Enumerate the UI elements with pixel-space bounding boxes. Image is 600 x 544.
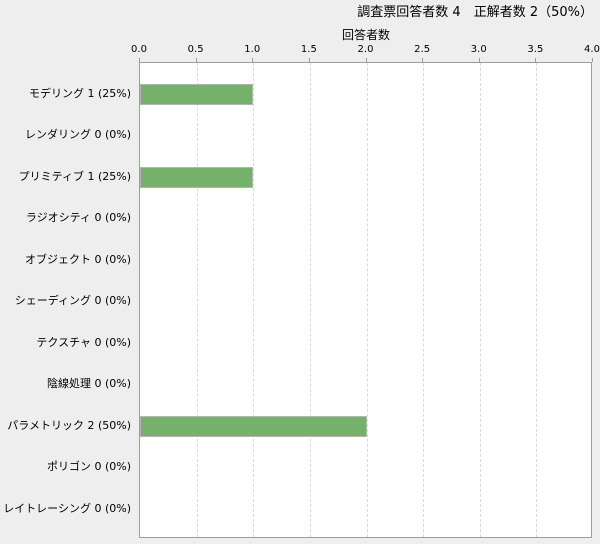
x-axis-tick <box>195 58 197 62</box>
category-label: テクスチャ 0 (0%) <box>36 335 131 349</box>
gridline <box>196 63 198 537</box>
gridline <box>253 63 255 537</box>
category-label: オブジェクト 0 (0%) <box>24 252 131 266</box>
x-axis-tick <box>139 58 140 62</box>
bar <box>140 416 367 437</box>
gridline <box>309 63 311 537</box>
category-label: パラメトリック 2 (50%) <box>7 418 131 432</box>
x-tick-label: 3.0 <box>470 44 487 55</box>
x-axis-tick <box>422 58 424 62</box>
gridline <box>479 63 481 537</box>
bar <box>140 167 254 188</box>
x-tick-label: 2.5 <box>414 44 431 55</box>
gridline <box>366 63 368 537</box>
x-axis-tick <box>308 58 310 62</box>
x-tick-label: 1.0 <box>244 44 261 55</box>
x-tick-label: 4.0 <box>584 44 600 55</box>
category-label: プリミティブ 1 (25%) <box>18 169 131 183</box>
gridline <box>536 63 538 537</box>
x-tick-label: 2.0 <box>357 44 374 55</box>
x-tick-label: 0.0 <box>131 44 147 55</box>
x-tick-label: 0.5 <box>187 44 204 55</box>
bar <box>140 84 254 105</box>
category-label: レイトレーシング 0 (0%) <box>3 501 131 515</box>
category-label: モデリング 1 (25%) <box>28 86 131 100</box>
x-axis-tick <box>252 58 254 62</box>
plot-area <box>139 62 592 538</box>
gridline <box>423 63 425 537</box>
category-label: シェーディング 0 (0%) <box>14 294 131 307</box>
x-axis-label: 回答者数 <box>341 28 391 42</box>
category-label: ポリゴン 0 (0%) <box>46 460 131 473</box>
category-label: 陰線処理 0 (0%) <box>46 377 131 390</box>
x-tick-label: 3.5 <box>527 44 544 55</box>
category-label: ラジオシティ 0 (0%) <box>25 211 131 224</box>
x-axis-tick <box>478 58 480 62</box>
x-tick-label: 1.5 <box>300 44 317 55</box>
chart-title: 調査票回答者数 4 正解者数 2（50%） <box>357 5 593 20</box>
x-axis-tick <box>535 58 537 62</box>
category-label: レンダリング 0 (0%) <box>24 128 131 141</box>
x-axis-tick <box>592 58 593 62</box>
x-axis-tick <box>365 58 367 62</box>
